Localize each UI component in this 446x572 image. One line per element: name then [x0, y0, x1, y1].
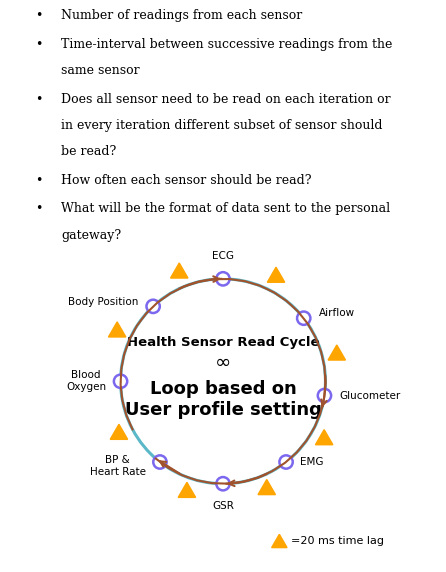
Text: •: •	[35, 174, 42, 187]
Circle shape	[216, 272, 230, 285]
Text: ECG: ECG	[212, 252, 234, 261]
Circle shape	[153, 455, 167, 468]
Polygon shape	[178, 482, 196, 498]
Text: Airflow: Airflow	[319, 308, 355, 318]
Polygon shape	[267, 267, 285, 282]
Text: in every iteration different subset of sensor should: in every iteration different subset of s…	[62, 119, 383, 132]
Circle shape	[146, 300, 160, 313]
Text: •: •	[35, 9, 42, 22]
Polygon shape	[108, 322, 126, 337]
Text: EMG: EMG	[301, 457, 324, 467]
Polygon shape	[328, 345, 346, 360]
Text: Time-interval between successive readings from the: Time-interval between successive reading…	[62, 38, 393, 51]
Text: Blood
Oxygen: Blood Oxygen	[66, 371, 106, 392]
Text: Health Sensor Read Cycle: Health Sensor Read Cycle	[127, 336, 319, 349]
Circle shape	[279, 455, 293, 468]
Text: Number of readings from each sensor: Number of readings from each sensor	[62, 9, 303, 22]
Text: be read?: be read?	[62, 145, 116, 158]
Polygon shape	[272, 534, 287, 547]
Text: Body Position: Body Position	[68, 297, 139, 307]
Circle shape	[216, 477, 230, 490]
Text: gateway?: gateway?	[62, 229, 121, 242]
Text: same sensor: same sensor	[62, 64, 140, 77]
Circle shape	[114, 375, 127, 388]
Text: •: •	[35, 93, 42, 106]
Circle shape	[318, 389, 331, 402]
Text: •: •	[35, 202, 42, 216]
Text: =20 ms time lag: =20 ms time lag	[291, 536, 384, 546]
Text: How often each sensor should be read?: How often each sensor should be read?	[62, 174, 312, 187]
Polygon shape	[110, 424, 128, 439]
Text: Does all sensor need to be read on each iteration or: Does all sensor need to be read on each …	[62, 93, 391, 106]
Text: What will be the format of data sent to the personal: What will be the format of data sent to …	[62, 202, 391, 216]
Text: BP &
Heart Rate: BP & Heart Rate	[90, 455, 145, 477]
Circle shape	[297, 312, 310, 325]
Polygon shape	[258, 479, 276, 495]
Text: •: •	[35, 38, 42, 51]
Text: GSR: GSR	[212, 501, 234, 511]
Text: Loop based on
User profile setting: Loop based on User profile setting	[124, 380, 322, 419]
Polygon shape	[315, 430, 333, 444]
Text: ∞: ∞	[215, 353, 231, 372]
Polygon shape	[170, 263, 188, 278]
Text: Glucometer: Glucometer	[340, 391, 401, 400]
